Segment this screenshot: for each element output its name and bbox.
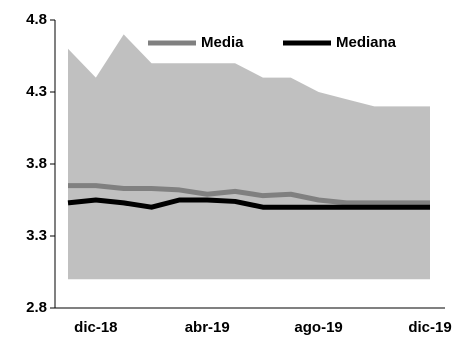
x-tick-label: ago-19: [294, 319, 342, 336]
line-series: [67, 197, 430, 210]
y-tick-label: 4.8: [26, 11, 47, 28]
legend-label: Media: [201, 34, 244, 51]
legend-label: Mediana: [336, 34, 397, 51]
y-tick-label: 2.8: [26, 299, 47, 316]
y-tick-label: 4.3: [26, 83, 47, 100]
y-tick-label: 3.3: [26, 227, 47, 244]
x-tick-label: dic-18: [74, 319, 117, 336]
range-band: [68, 34, 430, 280]
y-tick-label: 3.8: [26, 155, 47, 172]
x-tick-label: dic-19: [408, 319, 451, 336]
x-tick-label: abr-19: [185, 319, 230, 336]
line-series: [68, 183, 430, 206]
